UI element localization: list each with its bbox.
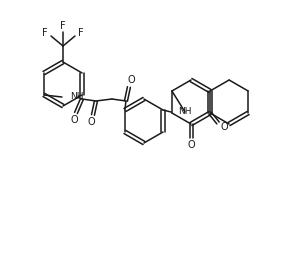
Text: F: F xyxy=(42,28,48,38)
Text: NH: NH xyxy=(178,106,192,116)
Text: O: O xyxy=(127,75,135,85)
Text: F: F xyxy=(78,28,84,38)
Text: O: O xyxy=(220,122,228,132)
Text: O: O xyxy=(87,117,95,127)
Text: F: F xyxy=(60,21,66,31)
Text: O: O xyxy=(70,115,78,125)
Text: NH: NH xyxy=(70,91,84,100)
Text: O: O xyxy=(187,140,195,150)
